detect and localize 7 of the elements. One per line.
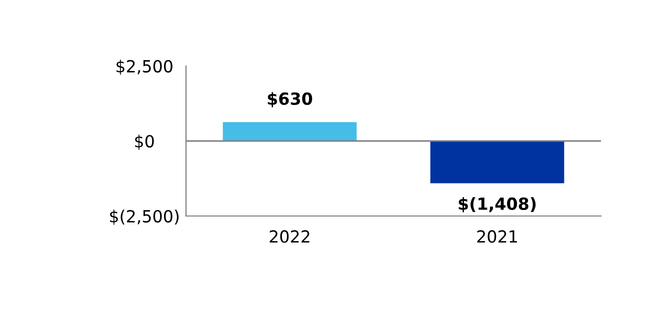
x-tick-label: 2021 [477,230,517,243]
y-tick-label: $0 [135,134,154,150]
y-tick-label: $2,500 [116,60,172,75]
y-tick-label: $(2,500) [110,210,179,225]
data-label: $(1,408) [458,197,536,212]
x-tick-label: 2022 [270,230,310,243]
data-label: $630 [268,92,312,108]
